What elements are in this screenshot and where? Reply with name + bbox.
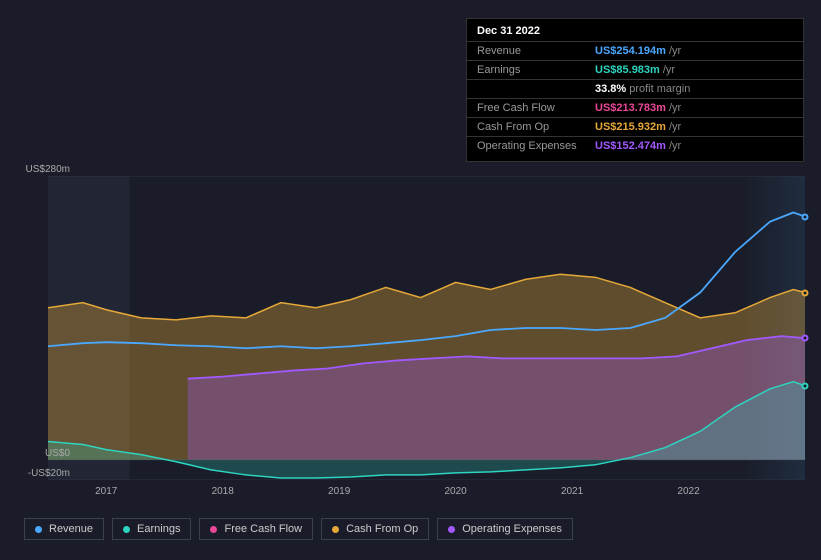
legend-item-cash-from-op[interactable]: Cash From Op (321, 518, 429, 540)
legend-item-revenue[interactable]: Revenue (24, 518, 104, 540)
tooltip-metric-value: US$254.194m (595, 45, 666, 57)
tooltip-row: Cash From OpUS$215.932m/yr (467, 117, 803, 136)
y-axis-tick-label: US$280m (0, 164, 70, 175)
tooltip-metric-value: US$215.932m (595, 121, 666, 133)
series-end-marker (802, 382, 809, 389)
series-end-marker (802, 213, 809, 220)
chart-tooltip: Dec 31 2022 RevenueUS$254.194m/yrEarning… (466, 18, 804, 162)
legend-label: Revenue (49, 523, 93, 535)
tooltip-metric-suffix: /yr (669, 121, 681, 133)
tooltip-metric-value: 33.8% (595, 83, 626, 95)
legend-label: Earnings (137, 523, 180, 535)
tooltip-row: RevenueUS$254.194m/yr (467, 41, 803, 60)
tooltip-metric-label: Revenue (477, 45, 595, 57)
tooltip-metric-value: US$152.474m (595, 140, 666, 152)
tooltip-row: 33.8%profit margin (467, 79, 803, 98)
series-end-marker (802, 335, 809, 342)
legend-dot-icon (332, 526, 339, 533)
x-axis-tick-label: 2021 (561, 486, 583, 497)
legend-label: Operating Expenses (462, 523, 562, 535)
tooltip-metric-suffix: /yr (669, 140, 681, 152)
legend-dot-icon (210, 526, 217, 533)
tooltip-metric-suffix: /yr (669, 102, 681, 114)
tooltip-metric-suffix: profit margin (629, 83, 690, 95)
legend-item-operating-expenses[interactable]: Operating Expenses (437, 518, 573, 540)
legend-item-earnings[interactable]: Earnings (112, 518, 191, 540)
y-axis-tick-label: US$0 (0, 448, 70, 459)
x-axis-tick-label: 2017 (95, 486, 117, 497)
x-axis-tick-label: 2019 (328, 486, 350, 497)
earnings-chart (48, 176, 805, 480)
x-axis-tick-label: 2018 (212, 486, 234, 497)
tooltip-metric-suffix: /yr (669, 45, 681, 57)
tooltip-metric-value: US$85.983m (595, 64, 660, 76)
x-axis-tick-label: 2022 (677, 486, 699, 497)
tooltip-metric-label (477, 83, 595, 95)
legend-dot-icon (35, 526, 42, 533)
tooltip-date: Dec 31 2022 (467, 25, 803, 41)
legend-label: Free Cash Flow (224, 523, 302, 535)
tooltip-metric-label: Free Cash Flow (477, 102, 595, 114)
legend-label: Cash From Op (346, 523, 418, 535)
legend-dot-icon (123, 526, 130, 533)
tooltip-metric-suffix: /yr (663, 64, 675, 76)
tooltip-row: EarningsUS$85.983m/yr (467, 60, 803, 79)
x-axis-tick-label: 2020 (444, 486, 466, 497)
y-axis-tick-label: -US$20m (0, 468, 70, 479)
tooltip-row: Operating ExpensesUS$152.474m/yr (467, 136, 803, 155)
tooltip-metric-label: Cash From Op (477, 121, 595, 133)
legend-item-free-cash-flow[interactable]: Free Cash Flow (199, 518, 313, 540)
tooltip-metric-label: Earnings (477, 64, 595, 76)
tooltip-metric-label: Operating Expenses (477, 140, 595, 152)
legend-dot-icon (448, 526, 455, 533)
series-end-marker (802, 289, 809, 296)
chart-legend: Revenue Earnings Free Cash Flow Cash From O… (24, 518, 573, 540)
tooltip-metric-value: US$213.783m (595, 102, 666, 114)
tooltip-row: Free Cash FlowUS$213.783m/yr (467, 98, 803, 117)
